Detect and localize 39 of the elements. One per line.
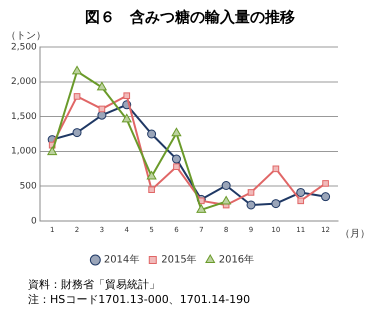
point [47,146,58,156]
point [74,93,80,100]
point [248,189,254,196]
point [72,128,82,138]
point [97,82,107,90]
chart-title: 図６ 含みつ糖の輸入量の推移 [84,8,296,27]
point [172,128,182,136]
point [222,181,231,190]
point [122,114,132,122]
point [322,180,329,187]
point [148,186,155,194]
y-tick-label: 1,500 [11,112,38,122]
legend-label: 2015年 [161,254,197,266]
point [296,188,306,197]
text: 資料：財務省「貿易統計」 [28,277,161,292]
point [72,66,82,74]
y-tick-label: 2,500 [11,42,38,52]
y-tick-label: 500 [20,182,38,192]
point [123,92,130,100]
y-tick-label: 1,000 [11,146,38,157]
legend-label: 2014年 [104,254,140,266]
point [271,199,280,208]
x-axis-title: （月） [340,228,370,240]
legend-label: 2016年 [218,254,254,266]
point [196,204,206,213]
y-tick-label: 0 [31,216,38,226]
point [173,163,180,170]
point [146,170,156,180]
point [172,154,181,164]
point [147,130,156,138]
y-tick-label: 2,000 [11,77,38,88]
point [321,192,330,202]
point [272,165,280,172]
point [98,106,106,112]
point [246,200,256,210]
y-axis-title: （トン） [6,30,46,42]
text: 注：HSコード1701.13-000、1701.14-190 [28,292,252,307]
point [297,197,304,204]
point [221,196,231,205]
